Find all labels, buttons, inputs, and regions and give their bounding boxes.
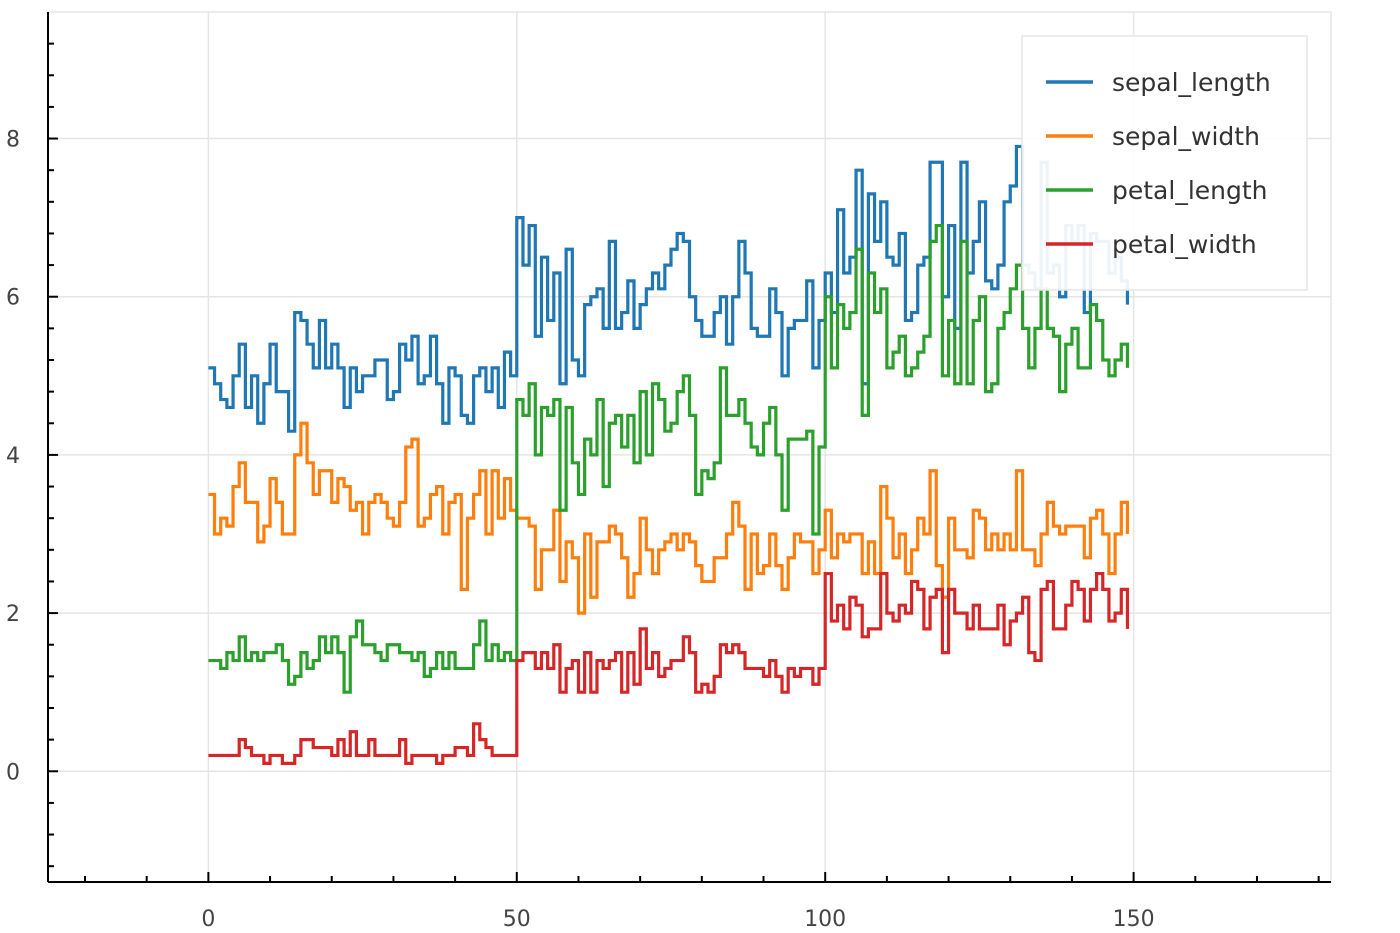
y-ticks: 0 2 4 6 8 (6, 42, 58, 868)
series-line-petal-width (208, 571, 1130, 765)
y-tick-label: 8 (6, 128, 20, 153)
legend-label-petal-width: petal_width (1112, 230, 1257, 259)
x-ticks: 0 50 100 150 (84, 872, 1320, 932)
legend-label-sepal-length: sepal_length (1112, 68, 1271, 97)
series-line-sepal-width (208, 421, 1130, 615)
legend-items: sepal_length sepal_width petal_lengthpetal… (1046, 68, 1271, 259)
y-tick-label: 6 (6, 286, 20, 311)
x-tick-label: 50 (503, 907, 531, 932)
series-line-sepal-length (208, 144, 1130, 433)
legend-box (1021, 35, 1308, 291)
y-tick-label: 2 (6, 602, 20, 627)
x-tick-label: 100 (804, 907, 846, 932)
y-tick-label: 4 (6, 444, 20, 469)
legend-label-sepal-width: sepal_width (1112, 122, 1260, 151)
legend: sepal_length sepal_width petal_lengthpetal… (1021, 35, 1308, 291)
y-tick-label: 0 (6, 760, 20, 785)
x-tick-label: 0 (201, 907, 215, 932)
axes (47, 12, 1331, 883)
x-tick-label: 150 (1113, 907, 1155, 932)
series-layer (208, 144, 1130, 765)
series-line-petal-length (208, 223, 1130, 694)
legend-label-petal-length: petal_length (1112, 176, 1268, 205)
